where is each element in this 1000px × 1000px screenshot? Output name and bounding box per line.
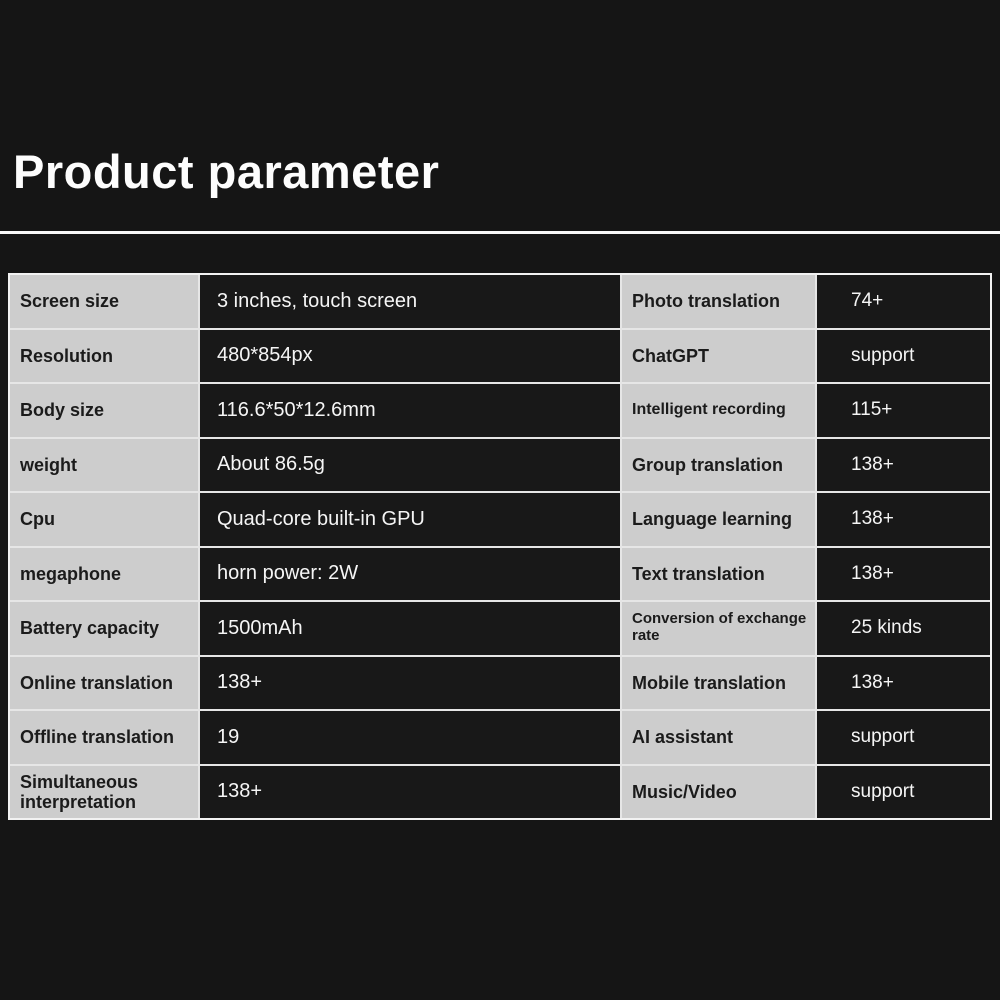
spec-label-right: Photo translation (622, 275, 815, 328)
spec-label-left: Resolution (10, 329, 198, 382)
spec-label-left: Offline translation (10, 711, 198, 764)
spec-label-right: ChatGPT (622, 329, 815, 382)
spec-value-left: About 86.5g (200, 438, 620, 491)
spec-label-left: Battery capacity (10, 602, 198, 655)
spec-label-left: megaphone (10, 547, 198, 600)
spec-value-right: 138+ (817, 438, 990, 491)
spec-value-right: 138+ (817, 656, 990, 709)
spec-label-left: weight (10, 438, 198, 491)
spec-value-right: 74+ (817, 275, 990, 328)
spec-label-left: Body size (10, 384, 198, 437)
spec-value-left: 116.6*50*12.6mm (200, 384, 620, 437)
spec-value-left: 19 (200, 711, 620, 764)
page-title: Product parameter (13, 145, 440, 198)
spec-value-right: support (817, 765, 990, 818)
spec-value-right: 115+ (817, 384, 990, 437)
spec-value-right: 138+ (817, 493, 990, 546)
spec-label-right: Language learning (622, 493, 815, 546)
spec-value-left: 1500mAh (200, 602, 620, 655)
spec-label-left: Cpu (10, 493, 198, 546)
spec-label-right: Text translation (622, 547, 815, 600)
spec-value-left: 138+ (200, 656, 620, 709)
spec-value-right: support (817, 329, 990, 382)
spec-label-right: Intelligent recording (622, 384, 815, 437)
spec-value-left: 480*854px (200, 329, 620, 382)
spec-label-left: Simultaneous interpretation (10, 765, 198, 818)
spec-label-right: Conversion of exchange rate (622, 602, 815, 655)
spec-label-right: Group translation (622, 438, 815, 491)
spec-value-left: horn power: 2W (200, 547, 620, 600)
title-underline (0, 231, 1000, 234)
spec-value-left: 3 inches, touch screen (200, 275, 620, 328)
spec-label-right: Music/Video (622, 765, 815, 818)
spec-label-left: Online translation (10, 656, 198, 709)
spec-label-right: AI assistant (622, 711, 815, 764)
spec-label-left: Screen size (10, 275, 198, 328)
spec-value-right: 25 kinds (817, 602, 990, 655)
spec-value-right: support (817, 711, 990, 764)
spec-label-right: Mobile translation (622, 656, 815, 709)
spec-value-left: 138+ (200, 765, 620, 818)
spec-value-left: Quad-core built-in GPU (200, 493, 620, 546)
spec-value-right: 138+ (817, 547, 990, 600)
spec-table: Screen size 3 inches, touch screen Photo t… (8, 273, 992, 820)
